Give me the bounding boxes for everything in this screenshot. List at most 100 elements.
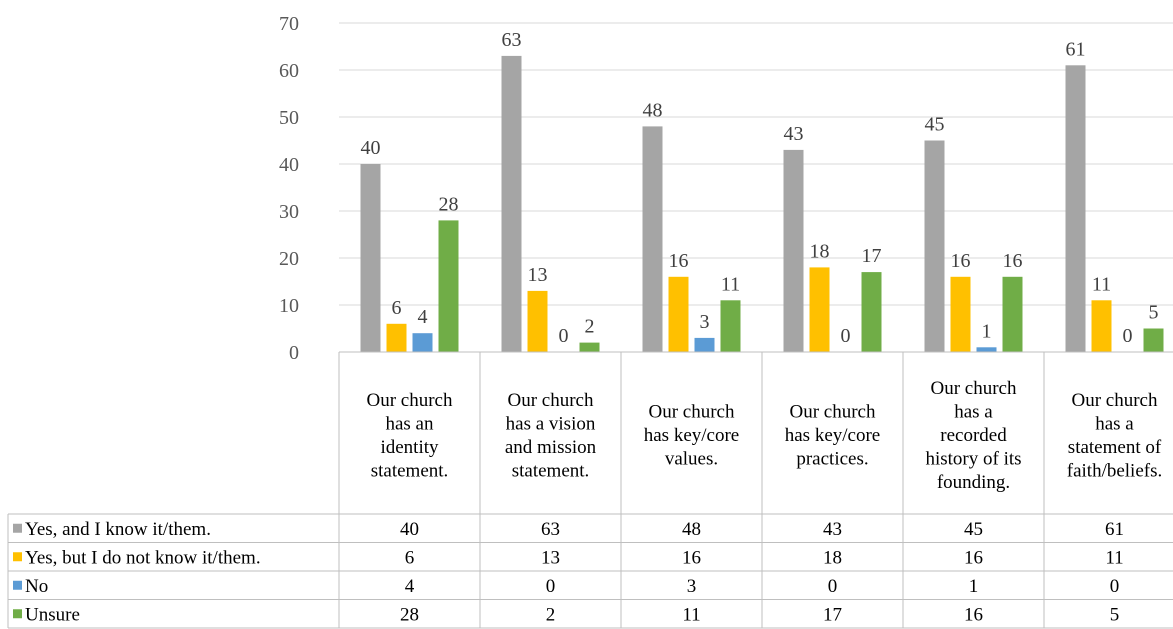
legend-key	[13, 523, 22, 533]
category-label: Our church has key/core practices.	[785, 402, 880, 470]
data-label: 11	[721, 273, 740, 295]
table-value: 48	[682, 519, 701, 540]
bars	[360, 55, 1164, 353]
y-tick-label: 0	[289, 342, 299, 364]
data-label: 2	[585, 316, 595, 338]
category-label-line: Our church	[931, 378, 1017, 399]
y-tick-label: 60	[279, 60, 299, 82]
table-value: 45	[964, 519, 983, 540]
data-label: 4	[418, 306, 428, 328]
series-name: Unsure	[25, 604, 80, 625]
category-label-line: values.	[665, 449, 718, 470]
y-tick-label: 30	[279, 201, 299, 223]
table-value: 4	[405, 576, 415, 597]
data-label: 0	[1123, 325, 1133, 347]
gridlines	[339, 22, 1173, 306]
y-tick-label: 10	[279, 295, 299, 317]
series-name: No	[25, 576, 48, 597]
category-label-line: statement.	[371, 460, 449, 481]
category-label: Our church has an identity statement.	[367, 390, 453, 482]
category-label-line: statement.	[512, 460, 590, 481]
series-name: Yes, but I do not know it/them.	[25, 547, 261, 568]
data-label: 28	[439, 193, 459, 215]
bar	[412, 333, 433, 352]
category-label-line: has key/core	[785, 425, 880, 446]
category-label-line: Our church	[367, 390, 453, 411]
data-label: 16	[669, 250, 689, 272]
category-label: Our church has key/core values.	[644, 402, 739, 470]
data-label: 18	[810, 240, 830, 262]
legend-key	[13, 552, 22, 562]
table-value: 43	[823, 519, 842, 540]
y-tick-label: 20	[279, 248, 299, 270]
category-label-line: practices.	[796, 449, 868, 470]
category-label-line: founding.	[937, 472, 1010, 493]
category-label-line: has a	[954, 402, 993, 423]
bar	[950, 276, 971, 352]
legend-key	[13, 609, 22, 619]
table-value: 11	[1105, 547, 1123, 568]
y-tick-label: 70	[279, 13, 299, 35]
bar	[386, 323, 407, 352]
data-label: 6	[392, 297, 402, 319]
data-label: 45	[925, 114, 945, 136]
y-axis: 0 10 20 30 40 50 60 70	[279, 13, 299, 364]
category-label-line: Our church	[649, 402, 735, 423]
table-value: 6	[405, 547, 415, 568]
category-label-line: identity	[380, 437, 439, 458]
data-label: 3	[700, 311, 710, 333]
category-label-line: Our church	[508, 390, 594, 411]
category-label-line: history of its	[925, 449, 1021, 470]
bar	[642, 126, 663, 353]
bar	[861, 272, 882, 352]
category-label: Our church has a recorded history of its fou…	[925, 378, 1021, 493]
category-label-line: Our church	[1072, 390, 1158, 411]
category-label-line: has key/core	[644, 425, 739, 446]
bar	[694, 337, 715, 352]
table-value: 11	[682, 604, 700, 625]
category-label-line: has a	[1095, 413, 1134, 434]
table-value: 61	[1105, 519, 1124, 540]
bar	[1002, 276, 1023, 352]
table-value: 40	[400, 519, 419, 540]
data-label: 0	[559, 325, 569, 347]
bar	[924, 140, 945, 352]
table-value: 0	[828, 576, 838, 597]
bar	[501, 55, 522, 353]
category-label-line: and mission	[505, 437, 597, 458]
bar	[1143, 328, 1164, 352]
y-tick-label: 50	[279, 107, 299, 129]
series-name: Yes, and I know it/them.	[25, 519, 211, 540]
table-value: 63	[541, 519, 560, 540]
table-value: 16	[964, 547, 983, 568]
bar	[1091, 300, 1112, 352]
data-label: 61	[1066, 38, 1086, 60]
category-label-line: recorded	[940, 425, 1007, 446]
y-tick-label: 40	[279, 154, 299, 176]
legend-key	[13, 580, 22, 590]
data-label: 13	[528, 264, 548, 286]
data-label: 5	[1149, 302, 1159, 324]
table-value: 5	[1110, 604, 1120, 625]
data-label: 1	[982, 320, 992, 342]
bar	[579, 342, 600, 352]
bar	[527, 290, 548, 352]
category-label-line: faith/beliefs.	[1067, 460, 1163, 481]
category-label: Our church has a statement of faith/beliefs…	[1067, 390, 1163, 482]
bar	[783, 149, 804, 352]
table-value: 13	[541, 547, 560, 568]
bar	[976, 347, 997, 352]
data-label: 11	[1092, 273, 1111, 295]
bar	[668, 276, 689, 352]
table-value: 0	[546, 576, 556, 597]
table-value: 16	[964, 604, 983, 625]
category-label: Our church has a vision and mission stateme…	[505, 390, 597, 482]
category-label-line: has a vision	[506, 413, 596, 434]
category-label-line: statement of	[1068, 437, 1162, 458]
data-label: 0	[841, 325, 851, 347]
category-label-line: has an	[385, 413, 434, 434]
table-value: 16	[682, 547, 701, 568]
data-label: 63	[502, 29, 522, 51]
